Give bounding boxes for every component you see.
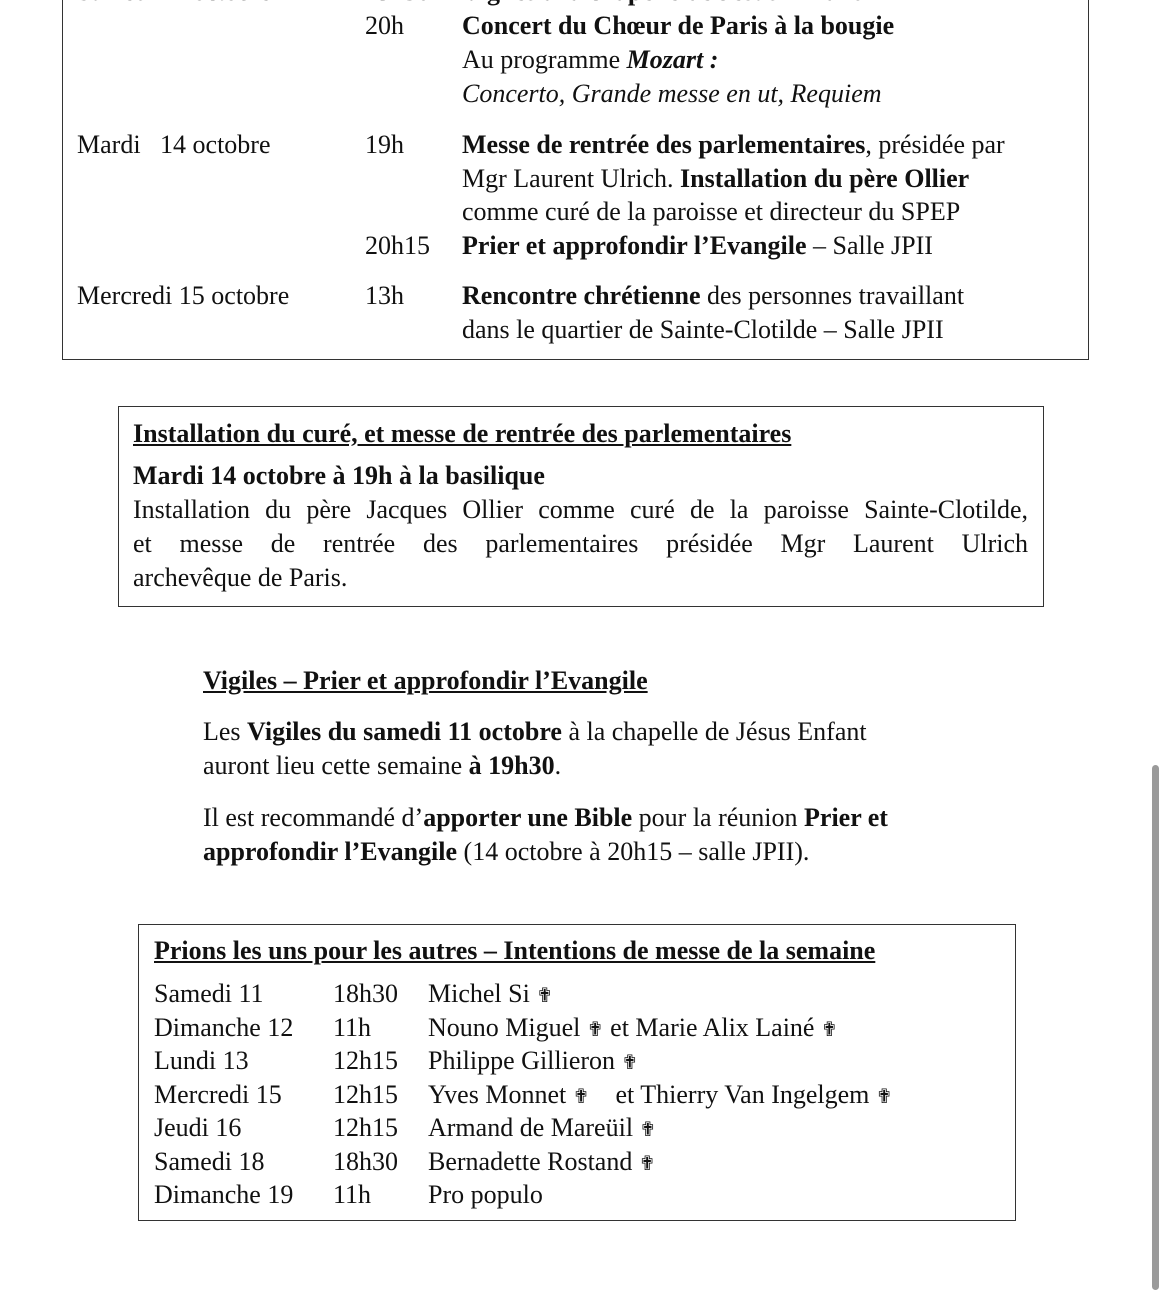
text-segment: approfondir l’Evangile [203,837,458,866]
intention-time: 11h [333,1180,372,1209]
vigiles-text-line: Les Vigiles du samedi 11 octobre à la ch… [203,715,867,749]
text-segment: apporter une Bible [423,803,633,832]
cross-icon: ✟ [820,1016,838,1041]
vigiles-text-line: approfondir l’Evangile (14 octobre à 20h… [203,835,809,869]
text-segment: Armand de Mareüil [428,1113,640,1142]
intention-day: Mercredi 15 [154,1079,282,1109]
intention-day: Samedi 18 [154,1146,265,1176]
intention-names: Michel Si ✟ [428,977,553,1011]
agenda-time: 20h [365,11,404,40]
intention-day: Dimanche 19 [154,1180,294,1209]
text-segment: Michel Si [428,979,537,1008]
text-segment: pour la réunion [632,803,805,832]
intention-time: 18h30 [333,979,398,1008]
text-segment: Mozart : [626,45,719,74]
cross-icon: ✟ [639,1117,657,1141]
agenda-box [62,0,1089,360]
agenda-description: Mgr Laurent Ulrich. Installation du père… [462,162,969,196]
installation-title: Installation du curé, et messe de rentré… [133,419,792,448]
intention-time: 18h30 [333,1146,398,1176]
agenda-date: Mardi 14 octobre [77,130,271,159]
intention-names: Pro populo [428,1178,543,1212]
text-segment: dans le quartier de Sainte-Clotilde – Sa… [462,315,944,344]
intention-names: Yves Monnet ✟ et Thierry Van Ingelgem ✟ [428,1078,893,1112]
cross-icon: ✟ [875,1083,893,1108]
intention-day: Lundi 13 [154,1046,249,1075]
text-segment: Installation du père Ollier [680,164,970,193]
text-segment: Nouno Miguel [428,1012,587,1042]
agenda-description: Rencontre chrétienne des personnes trava… [462,279,964,313]
intention-time: 12h15 [333,1079,398,1109]
text-segment: , présidée par [865,130,1005,159]
cross-icon: ✟ [572,1083,590,1108]
text-segment: Vigiles à la chapelle de Jésus Enfant [462,0,861,6]
intention-day: Jeudi 16 [154,1113,242,1142]
text-segment: Messe de rentrée des parlementaires [462,130,866,159]
intention-names: Armand de Mareüil ✟ [428,1111,656,1145]
agenda-description: Vigiles à la chapelle de Jésus Enfant [462,0,861,9]
intention-names: Nouno Miguel ✟ et Marie Alix Lainé ✟ [428,1011,838,1045]
intention-time: 11h [333,1012,372,1042]
text-segment: Il est recommandé d’ [203,803,424,832]
scrollbar[interactable] [1152,765,1159,1290]
text-segment: Yves Monnet [428,1079,573,1109]
agenda-date: Mercredi 15 octobre [77,281,290,310]
text-segment: Bernadette Rostand [428,1146,639,1176]
intentions-box: Prions les uns pour les autres – Intenti… [138,924,1016,1221]
text-segment: et Thierry Van Ingelgem [589,1079,876,1109]
text-segment: Mgr Laurent Ulrich. [462,164,681,193]
cross-icon: ✟ [536,983,554,1007]
intention-time: 12h15 [333,1113,398,1142]
agenda-description: Messe de rentrée des parlementaires, pré… [462,128,1005,162]
agenda-date: Samedi 11 octobre [77,0,271,9]
cross-icon: ✟ [621,1050,639,1074]
vigiles-text-line: auront lieu cette semaine à 19h30. [203,749,561,783]
text-segment: Philippe Gillieron [428,1046,622,1075]
text-segment: auront lieu cette semaine [203,751,469,780]
intention-day: Samedi 11 [154,979,264,1008]
text-segment: Les [203,717,248,746]
installation-subtitle: Mardi 14 octobre à 19h à la basilique [133,461,545,490]
text-segment: des personnes travaillant [700,281,965,310]
agenda-description: Prier et approfondir l’Evangile – Salle … [462,229,933,263]
vigiles-text-line: Il est recommandé d’apporter une Bible p… [203,801,888,835]
agenda-description: Concert du Chœur de Paris à la bougie [462,9,894,43]
installation-text-line: Installation du père Jacques Ollier comm… [133,495,1028,524]
text-segment: Concerto, Grande messe en ut, Requiem [462,79,882,108]
cross-icon: ✟ [638,1150,656,1175]
agenda-time: 19h30 [365,0,430,9]
text-segment: et Marie Alix Lainé [603,1012,821,1042]
text-segment: Prier et approfondir l’Evangile [462,231,807,260]
text-segment: Concert du Chœur de Paris à la bougie [462,11,895,40]
text-segment: . [554,751,562,780]
text-segment: à 19h30 [468,751,555,780]
text-segment: Rencontre chrétienne [462,281,701,310]
text-segment: – Salle JPII [806,231,933,260]
text-segment: Pro populo [428,1180,543,1209]
agenda-time: 13h [365,281,404,310]
intention-names: Bernadette Rostand ✟ [428,1145,656,1179]
text-segment: (14 octobre à 20h15 – salle JPII). [457,837,810,866]
intention-time: 12h15 [333,1046,398,1075]
agenda-description: Concerto, Grande messe en ut, Requiem [462,77,882,111]
installation-text-line: archevêque de Paris. [133,563,348,592]
agenda-description: Au programme Mozart : [462,43,718,77]
agenda-time: 19h [365,130,404,159]
vigiles-title: Vigiles – Prier et approfondir l’Evangil… [203,666,648,695]
text-segment: à la chapelle de Jésus Enfant [561,717,867,746]
intentions-title: Prions les uns pour les autres – Intenti… [154,936,876,965]
cross-icon: ✟ [586,1016,604,1041]
text-segment: Vigiles du samedi 11 octobre [247,717,562,746]
agenda-time: 20h15 [365,231,430,260]
installation-text-line: et messe de rentrée des parlementaires p… [133,529,1028,558]
intention-day: Dimanche 12 [154,1012,294,1042]
text-segment: Au programme [462,45,627,74]
installation-box: Installation du curé, et messe de rentré… [118,406,1044,607]
text-segment: comme curé de la paroisse et directeur d… [462,197,961,226]
agenda-description: dans le quartier de Sainte-Clotilde – Sa… [462,313,944,347]
agenda-description: comme curé de la paroisse et directeur d… [462,195,960,229]
intention-names: Philippe Gillieron ✟ [428,1044,638,1078]
text-segment: Prier et [804,803,888,832]
